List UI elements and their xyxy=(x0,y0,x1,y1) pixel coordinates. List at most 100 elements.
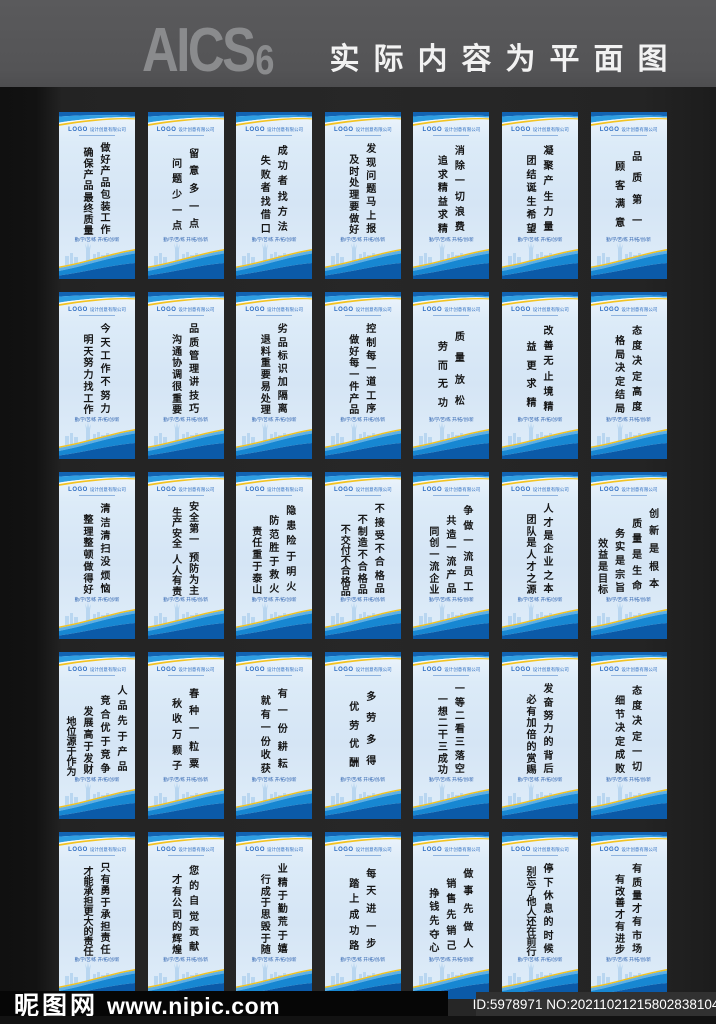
slogan-column: 今天工作不努力 xyxy=(100,324,111,415)
slogan-banner: LOGO 设计创意有限公司 态度决定高度格局决定结局 勤/学/苦/练 开/拓/创… xyxy=(590,292,667,459)
banner-logo-line: LOGO 设计创意有限公司 xyxy=(591,667,667,673)
slogan-column: 做事先做人 xyxy=(463,868,474,951)
slogan-banner: LOGO 设计创意有限公司 有一份耕耘就有一份收获 勤/学/苦/练 开/拓/创/… xyxy=(236,652,313,819)
banner-tagline-rule xyxy=(256,495,293,496)
slogan-banner: LOGO 设计创意有限公司 创新是根本质量是生命务实是宗旨效益是目标 勤/学/苦… xyxy=(590,472,667,639)
banner-logo-line: LOGO 设计创意有限公司 xyxy=(413,487,489,493)
banner-bottom-wave-decoration xyxy=(324,422,401,459)
city-skyline-icon xyxy=(507,602,556,626)
banner-logo-line: LOGO 设计创意有限公司 xyxy=(502,127,578,133)
slogan-column: 发展高于发财 xyxy=(83,706,94,777)
banner-bottom-wave-decoration xyxy=(59,782,135,819)
banner-tagline-rule xyxy=(521,315,558,316)
banner-company-name: 设计创意有限公司 xyxy=(89,307,126,312)
slogan-column: 发奋努力的背后 xyxy=(543,684,554,775)
banner-tagline-rule xyxy=(79,855,115,856)
banner-bottom-wave-decoration xyxy=(324,242,401,279)
slogan-column: 人品先于产品 xyxy=(117,686,128,773)
banner-company-name: 设计创意有限公司 xyxy=(621,487,658,492)
banner-company-name: 设计创意有限公司 xyxy=(444,127,481,132)
banner-logo-line: LOGO 设计创意有限公司 xyxy=(502,487,578,493)
banner-logo-line: LOGO 设计创意有限公司 xyxy=(325,487,401,493)
banner-tagline-rule xyxy=(167,495,204,496)
slogan-column: 消除一切浪费 xyxy=(454,146,465,233)
banner-logo-text: LOGO xyxy=(245,307,266,313)
banner-slogan-text: 态度决定高度格局决定结局 xyxy=(591,322,667,418)
banner-logo-text: LOGO xyxy=(511,307,531,313)
banner-company-name: 设计创意有限公司 xyxy=(444,307,481,312)
banner-logo-line: LOGO 设计创意有限公司 xyxy=(59,487,135,493)
slogan-column: 秋收万颗子 xyxy=(172,698,183,773)
banner-slogan-text: 凝聚产生力量团结诞生希望 xyxy=(502,142,578,238)
banner-slogan-text: 品质管理讲技巧沟通协调很重要 xyxy=(148,322,224,418)
banner-bottom-wave-decoration xyxy=(501,242,578,279)
slogan-column: 有质量才有市场 xyxy=(632,864,643,955)
banner-slogan-text: 改善无止境精益更求精 xyxy=(502,322,578,418)
banner-bottom-wave-decoration xyxy=(501,602,578,639)
slogan-banner: LOGO 设计创意有限公司 只有勇于承担责任才能承担更大的责任 勤/学/苦/练 … xyxy=(59,832,135,999)
banner-tagline-rule xyxy=(610,315,647,316)
banner-logo-text: LOGO xyxy=(422,487,443,493)
banner-bottom-wave-decoration xyxy=(147,422,224,459)
banner-tagline-rule xyxy=(167,135,204,136)
banner-company-name: 设计创意有限公司 xyxy=(621,847,658,852)
banner-slogan-text: 清洁清扫没烦恼整理整顿做得好 xyxy=(59,502,135,598)
banner-tagline-rule xyxy=(79,675,115,676)
slogan-banner: LOGO 设计创意有限公司 品质管理讲技巧沟通协调很重要 勤/学/苦/练 开/拓… xyxy=(147,292,224,459)
banner-logo-line: LOGO 设计创意有限公司 xyxy=(59,307,135,313)
banner-footer-small-text: 勤/学/苦/练 开/拓/创/新 xyxy=(163,237,208,242)
city-skyline-icon xyxy=(596,962,645,986)
slogan-banner: LOGO 设计创意有限公司 劣品标识加隔离退料重要易处理 勤/学/苦/练 开/拓… xyxy=(236,292,313,459)
banner-logo-line: LOGO 设计创意有限公司 xyxy=(148,487,224,493)
banner-tagline-rule xyxy=(256,675,293,676)
banner-tagline-rule xyxy=(610,675,647,676)
aics-logo-number: 6 xyxy=(255,35,275,83)
banner-bottom-wave-decoration xyxy=(59,242,135,279)
banner-company-name: 设计创意有限公司 xyxy=(89,127,126,132)
banner-logo-text: LOGO xyxy=(333,487,354,493)
banner-footer-small-text: 勤/学/苦/练 开/拓/创/新 xyxy=(517,957,563,962)
banner-footer-small-text: 勤/学/苦/练 开/拓/创/新 xyxy=(74,417,120,422)
slogan-column: 发现问题马上报 xyxy=(366,144,377,235)
banner-company-name: 设计创意有限公司 xyxy=(444,487,481,492)
slogan-column: 留意多一点 xyxy=(189,148,200,231)
slogan-column: 您的自觉贡献 xyxy=(189,866,200,953)
slogan-column: 一等二看三落空 xyxy=(454,684,465,775)
banner-logo-text: LOGO xyxy=(245,487,266,493)
banner-bottom-wave-decoration xyxy=(590,242,667,279)
banner-logo-line: LOGO 设计创意有限公司 xyxy=(591,127,667,133)
banner-slogan-text: 争做一流员工共造一流产品同创一流企业 xyxy=(413,502,489,598)
banner-slogan-text: 留意多一点问题少一点 xyxy=(148,142,224,238)
banner-logo-text: LOGO xyxy=(511,667,531,673)
slogan-column: 效益是目标 xyxy=(598,538,609,597)
banner-logo-text: LOGO xyxy=(68,847,88,853)
slogan-banner: LOGO 设计创意有限公司 发现问题马上报及时处理要做好 勤/学/苦/练 开/拓… xyxy=(324,112,401,279)
banner-company-name: 设计创意有限公司 xyxy=(621,667,658,672)
slogan-column: 及时处理要做好 xyxy=(349,154,360,237)
banner-footer-small-text: 勤/学/苦/练 开/拓/创/新 xyxy=(251,237,297,242)
banner-logo-text: LOGO xyxy=(422,307,443,313)
city-skyline-icon xyxy=(419,422,468,446)
banner-tagline-rule xyxy=(433,135,470,136)
city-skyline-icon xyxy=(419,242,468,266)
banner-row: LOGO 设计创意有限公司 人品先于产品竞合优于竞争发展高于发财地位源于作为 勤… xyxy=(59,652,667,819)
banner-slogan-text: 业精于勤荒于嬉行成于思毁于随 xyxy=(236,862,312,958)
banner-footer-small-text: 勤/学/苦/练 开/拓/创/新 xyxy=(251,597,297,602)
slogan-column: 控制每一道工序 xyxy=(366,324,377,415)
banner-tagline-rule xyxy=(79,495,115,496)
banner-logo-line: LOGO 设计创意有限公司 xyxy=(413,847,489,853)
banner-logo-line: LOGO 设计创意有限公司 xyxy=(325,667,401,673)
banner-bottom-wave-decoration xyxy=(501,782,578,819)
banner-tagline-rule xyxy=(344,855,381,856)
banner-footer-small-text: 勤/学/苦/练 开/拓/创/新 xyxy=(163,957,208,962)
slogan-column: 清洁清扫没烦恼 xyxy=(100,504,111,595)
slogan-column: 做好产品包装工作 xyxy=(100,142,111,237)
banner-logo-line: LOGO 设计创意有限公司 xyxy=(325,307,401,313)
banner-company-name: 设计创意有限公司 xyxy=(532,307,569,312)
slogan-column: 争做一流员工 xyxy=(463,506,474,593)
slogan-banner: LOGO 设计创意有限公司 停下休息的时候别忘了他人还在前行 勤/学/苦/练 开… xyxy=(501,832,578,999)
banner-slogan-text: 做事先做人销售先销己挣钱先夺心 xyxy=(413,862,489,958)
banner-logo-line: LOGO 设计创意有限公司 xyxy=(236,667,312,673)
banner-footer-small-text: 勤/学/苦/练 开/拓/创/新 xyxy=(74,597,120,602)
banner-logo-line: LOGO 设计创意有限公司 xyxy=(591,307,667,313)
